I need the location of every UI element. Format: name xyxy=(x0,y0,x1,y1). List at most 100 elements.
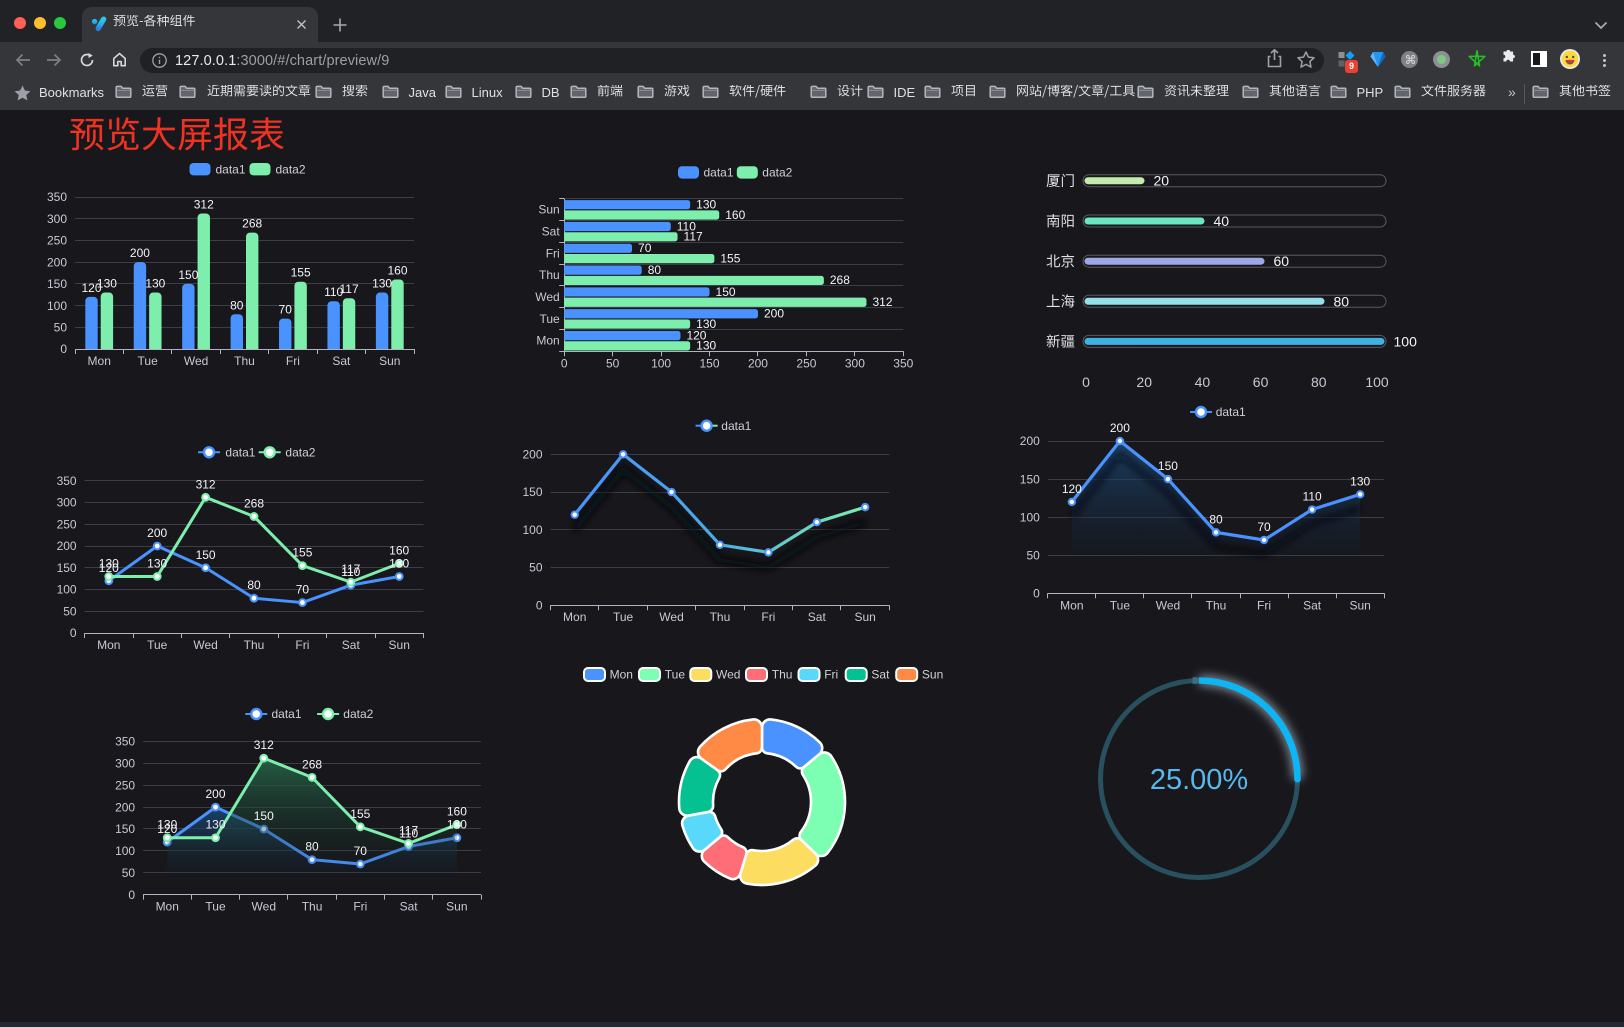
svg-text:200: 200 xyxy=(522,448,542,462)
svg-text:data1: data1 xyxy=(704,166,734,180)
svg-text:Sun: Sun xyxy=(379,354,400,368)
svg-text:70: 70 xyxy=(638,241,652,255)
svg-text:Thu: Thu xyxy=(539,268,560,282)
svg-text:Fri: Fri xyxy=(353,900,367,914)
svg-text:Wed: Wed xyxy=(184,354,208,368)
svg-text:200: 200 xyxy=(1110,421,1130,435)
svg-text:250: 250 xyxy=(115,778,135,792)
svg-text:150: 150 xyxy=(115,822,135,836)
svg-text:80: 80 xyxy=(305,840,319,854)
svg-text:50: 50 xyxy=(63,604,77,618)
svg-text:130: 130 xyxy=(696,339,716,353)
svg-text:Sun: Sun xyxy=(446,900,467,914)
svg-text:130: 130 xyxy=(97,277,117,291)
svg-text:200: 200 xyxy=(764,307,784,321)
svg-text:80: 80 xyxy=(1209,512,1223,526)
svg-text:Mon: Mon xyxy=(536,334,559,348)
svg-text:0: 0 xyxy=(1082,374,1090,390)
svg-text:120: 120 xyxy=(686,328,706,342)
svg-text:Tue: Tue xyxy=(1110,598,1131,612)
svg-text:Tue: Tue xyxy=(539,312,560,326)
svg-text:80: 80 xyxy=(230,298,244,312)
svg-text:100: 100 xyxy=(651,356,671,370)
svg-text:Mon: Mon xyxy=(610,668,633,682)
svg-text:Tue: Tue xyxy=(665,668,686,682)
svg-text:Wed: Wed xyxy=(716,668,740,682)
svg-text:Thu: Thu xyxy=(710,610,731,624)
svg-text:0: 0 xyxy=(536,598,543,612)
svg-text:Wed: Wed xyxy=(252,900,276,914)
svg-text:data1: data1 xyxy=(225,446,255,460)
svg-text:70: 70 xyxy=(279,303,293,317)
svg-text:Tue: Tue xyxy=(613,610,634,624)
svg-text:Tue: Tue xyxy=(205,900,226,914)
svg-text:Mon: Mon xyxy=(563,610,586,624)
svg-text:130: 130 xyxy=(147,556,167,570)
svg-text:350: 350 xyxy=(893,356,913,370)
svg-text:130: 130 xyxy=(157,818,177,832)
svg-text:250: 250 xyxy=(47,234,67,248)
svg-text:155: 155 xyxy=(292,546,312,560)
svg-text:160: 160 xyxy=(447,805,467,819)
svg-text:150: 150 xyxy=(254,809,274,823)
svg-text:Sat: Sat xyxy=(332,354,351,368)
svg-text:data1: data1 xyxy=(272,707,302,721)
svg-text:Wed: Wed xyxy=(659,610,683,624)
svg-text:110: 110 xyxy=(677,219,696,233)
svg-text:300: 300 xyxy=(47,212,67,226)
svg-text:data1: data1 xyxy=(721,419,751,433)
svg-text:70: 70 xyxy=(1257,520,1271,534)
svg-text:200: 200 xyxy=(205,787,225,801)
svg-text:Tue: Tue xyxy=(138,354,159,368)
svg-text:312: 312 xyxy=(196,477,216,491)
svg-text:350: 350 xyxy=(115,735,135,749)
svg-text:120: 120 xyxy=(1062,482,1082,496)
svg-text:200: 200 xyxy=(147,526,167,540)
svg-text:120: 120 xyxy=(81,281,101,295)
svg-text:Sun: Sun xyxy=(855,610,876,624)
svg-text:100: 100 xyxy=(1394,333,1418,349)
svg-text:60: 60 xyxy=(1274,253,1290,269)
svg-text:100: 100 xyxy=(1365,374,1389,390)
svg-text:200: 200 xyxy=(115,800,135,814)
svg-text:120: 120 xyxy=(157,822,177,836)
svg-text:Sun: Sun xyxy=(538,203,559,217)
svg-text:50: 50 xyxy=(606,356,620,370)
svg-text:268: 268 xyxy=(302,757,322,771)
svg-text:0: 0 xyxy=(561,356,568,370)
svg-text:268: 268 xyxy=(830,273,850,287)
svg-text:130: 130 xyxy=(99,556,119,570)
svg-text:100: 100 xyxy=(47,299,67,313)
svg-text:150: 150 xyxy=(1020,472,1040,486)
svg-text:Wed: Wed xyxy=(535,290,559,304)
svg-text:110: 110 xyxy=(324,285,343,299)
svg-text:150: 150 xyxy=(57,561,77,575)
svg-text:350: 350 xyxy=(57,474,77,488)
svg-text:150: 150 xyxy=(47,277,67,291)
svg-text:20: 20 xyxy=(1136,374,1152,390)
svg-text:150: 150 xyxy=(196,548,216,562)
svg-text:20: 20 xyxy=(1154,173,1170,189)
svg-text:130: 130 xyxy=(696,317,716,331)
svg-text:0: 0 xyxy=(1033,587,1040,601)
svg-text:50: 50 xyxy=(1026,548,1040,562)
svg-text:117: 117 xyxy=(341,562,360,576)
svg-text:Fri: Fri xyxy=(295,638,309,652)
svg-text:Sat: Sat xyxy=(342,638,361,652)
svg-text:120: 120 xyxy=(99,561,119,575)
svg-text:Wed: Wed xyxy=(193,638,217,652)
svg-text:Sat: Sat xyxy=(400,900,419,914)
svg-text:40: 40 xyxy=(1195,374,1211,390)
svg-text:Thu: Thu xyxy=(302,900,323,914)
svg-text:150: 150 xyxy=(1158,459,1178,473)
svg-text:80: 80 xyxy=(648,263,662,277)
svg-text:50: 50 xyxy=(54,320,68,334)
svg-text:Fri: Fri xyxy=(286,354,300,368)
svg-text:200: 200 xyxy=(57,539,77,553)
svg-text:300: 300 xyxy=(115,757,135,771)
svg-text:130: 130 xyxy=(145,277,165,291)
svg-text:Sat: Sat xyxy=(542,225,561,239)
svg-text:data2: data2 xyxy=(762,166,792,180)
svg-text:data2: data2 xyxy=(343,707,373,721)
svg-text:Mon: Mon xyxy=(1060,598,1083,612)
